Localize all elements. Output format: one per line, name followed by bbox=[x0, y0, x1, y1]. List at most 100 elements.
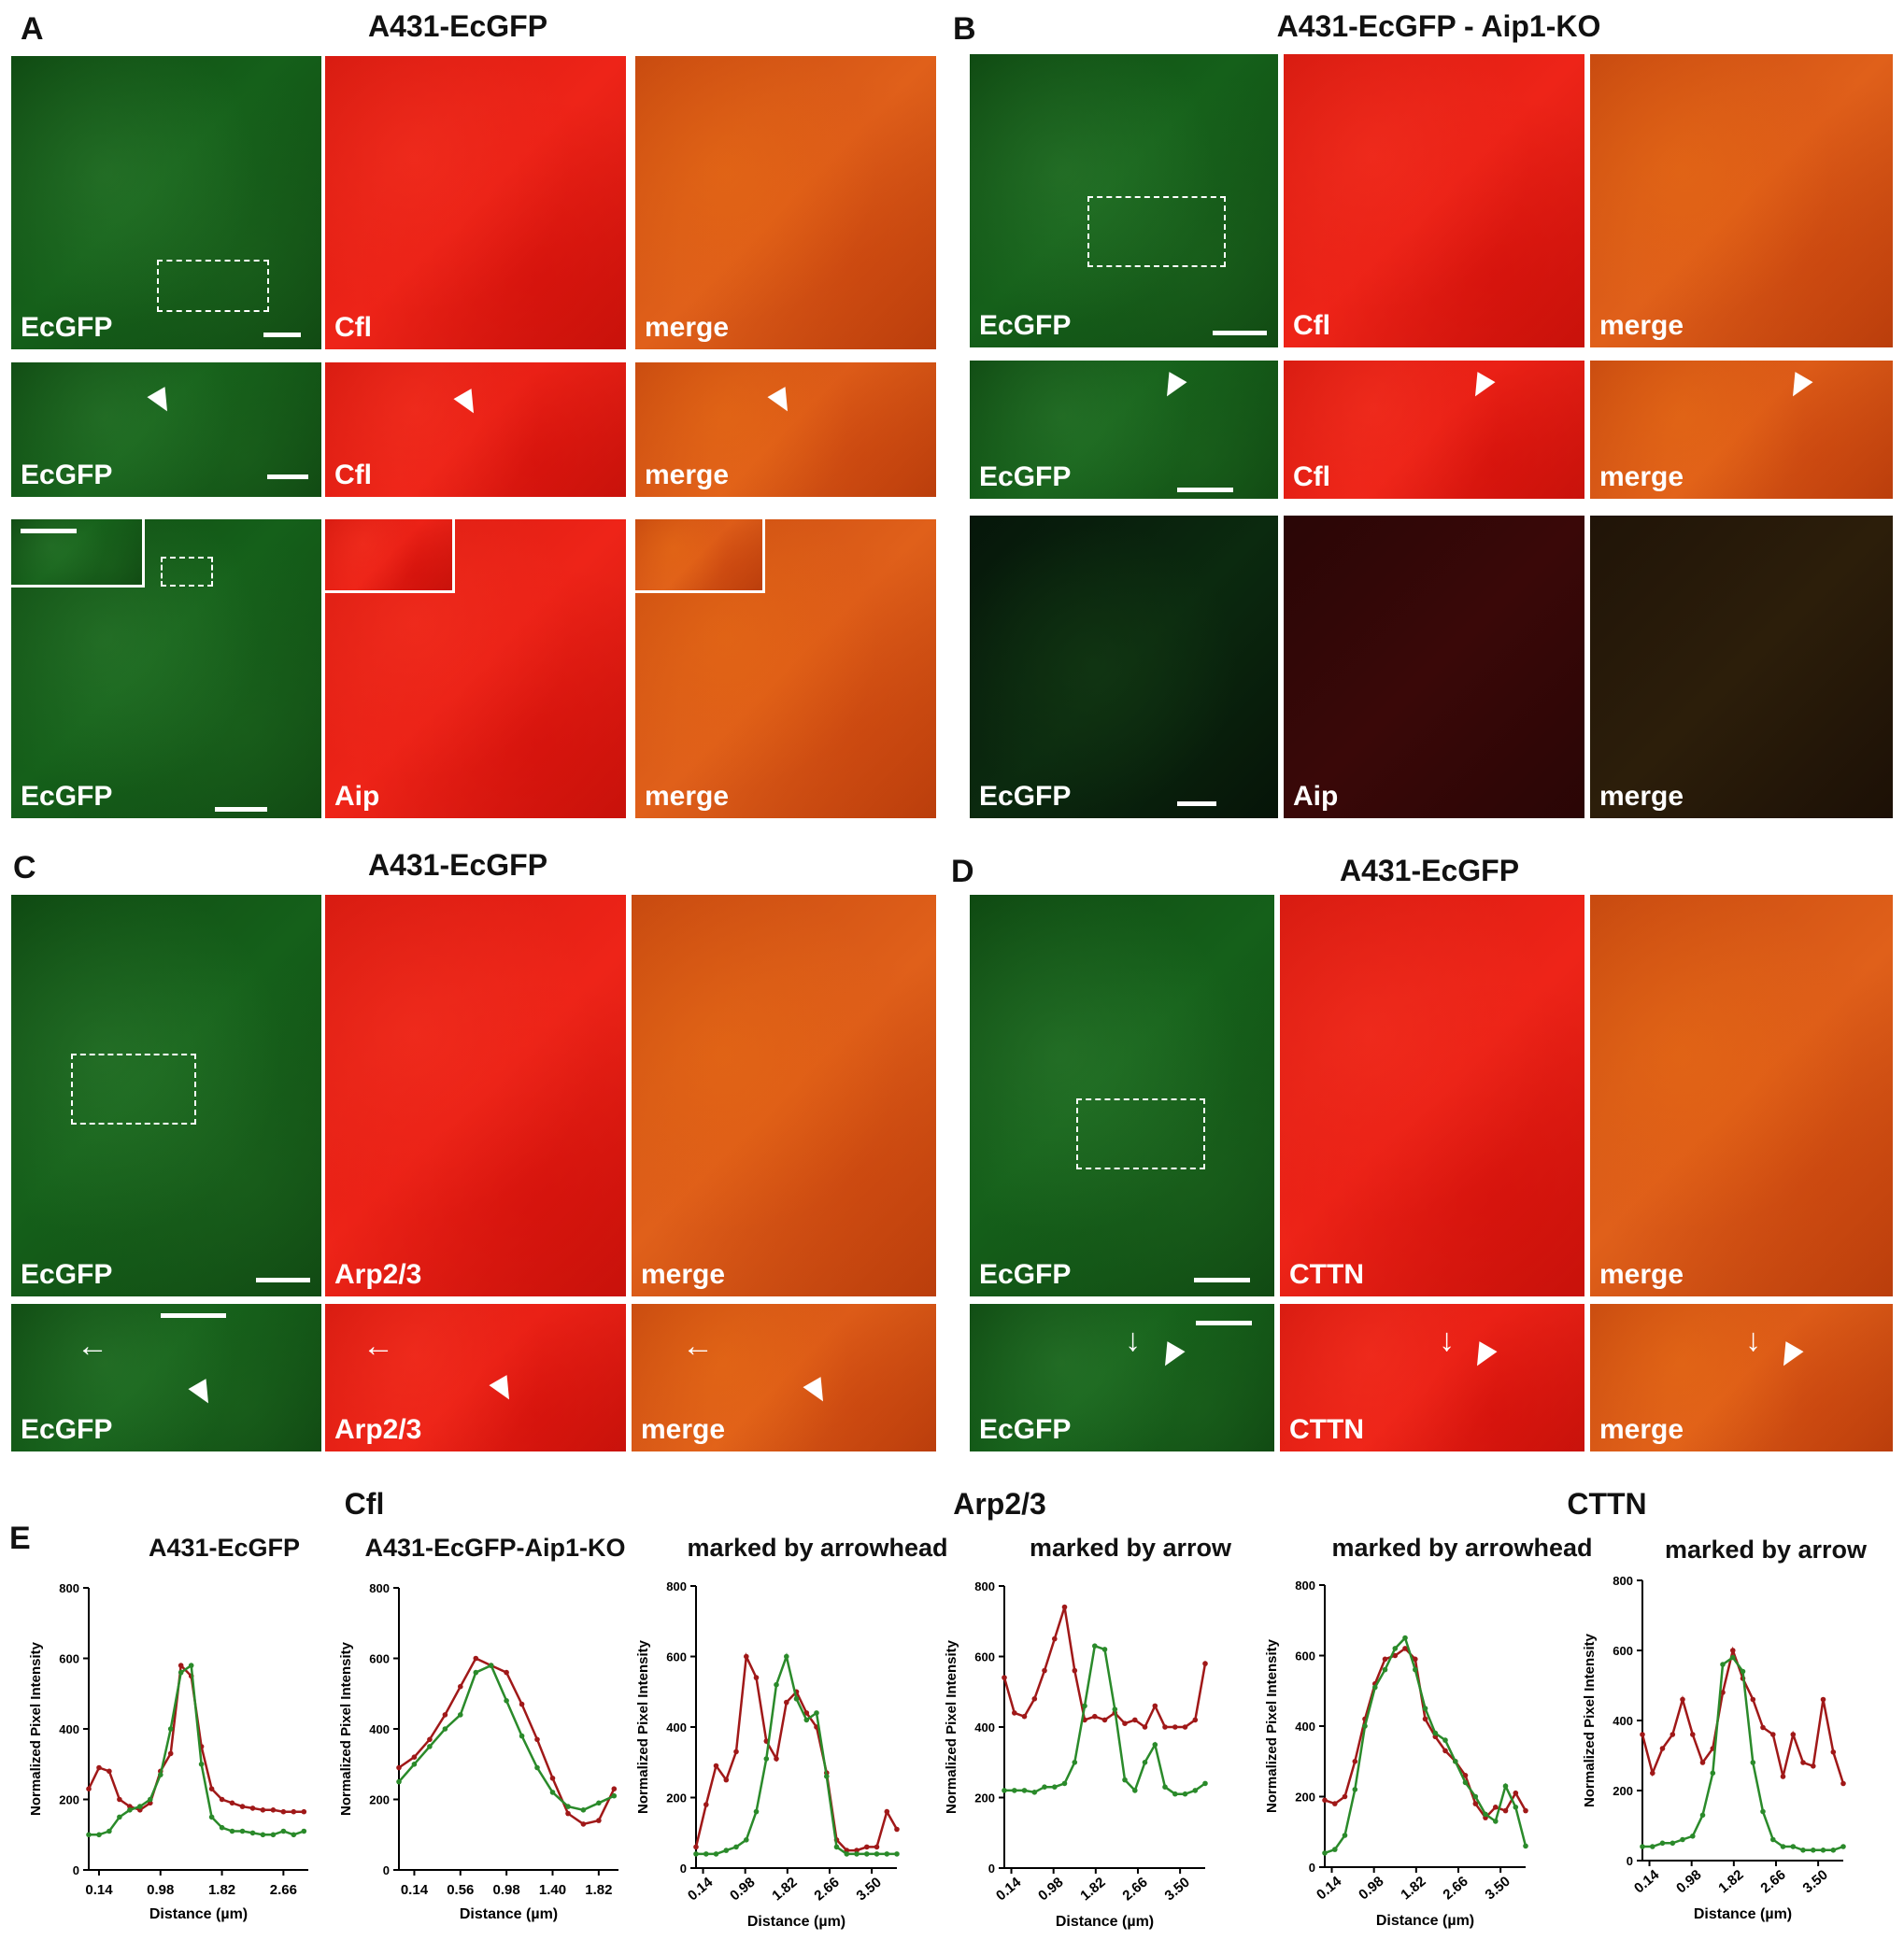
data-point bbox=[565, 1810, 571, 1817]
data-point bbox=[763, 1756, 770, 1762]
data-point bbox=[1483, 1811, 1488, 1818]
d-ecgfp-image: EcGFP bbox=[970, 895, 1274, 1296]
data-point bbox=[219, 1824, 225, 1831]
data-point bbox=[107, 1828, 112, 1834]
data-point bbox=[753, 1675, 760, 1680]
zoom-box bbox=[157, 260, 269, 312]
data-point bbox=[1122, 1720, 1128, 1726]
data-point bbox=[1800, 1848, 1806, 1853]
data-point bbox=[1830, 1848, 1837, 1853]
data-point bbox=[473, 1655, 479, 1662]
data-point bbox=[1101, 1717, 1108, 1723]
data-point bbox=[1092, 1643, 1098, 1649]
x-axis-label: Distance (µm) bbox=[1056, 1914, 1154, 1930]
data-point bbox=[1382, 1666, 1388, 1673]
c-arp-zoom-image: ← Arp2/3 bbox=[325, 1304, 626, 1451]
x-tick-label: 2.66 bbox=[811, 1875, 842, 1904]
data-point bbox=[1640, 1844, 1645, 1849]
a-cfl-zoom-image: Cfl bbox=[325, 362, 626, 497]
data-point bbox=[188, 1663, 194, 1668]
data-point bbox=[458, 1683, 463, 1690]
data-point bbox=[1513, 1805, 1519, 1810]
data-point bbox=[1493, 1805, 1499, 1810]
b-ecgfp-image: EcGFP bbox=[970, 54, 1278, 347]
data-point bbox=[96, 1764, 102, 1771]
series-line bbox=[696, 1652, 897, 1856]
b-merge-image: merge bbox=[1590, 54, 1893, 347]
x-tick-label: 0.98 bbox=[147, 1882, 174, 1898]
channel-label: EcGFP bbox=[979, 461, 1072, 492]
x-tick-label: 1.82 bbox=[1077, 1875, 1108, 1904]
data-point bbox=[744, 1837, 749, 1843]
data-point bbox=[1172, 1791, 1178, 1797]
y-tick-label: 200 bbox=[1295, 1791, 1315, 1805]
scale-bar bbox=[256, 1278, 310, 1282]
channel-label: Cfl bbox=[1293, 310, 1330, 341]
panel-letter-b: B bbox=[953, 11, 976, 47]
data-point bbox=[824, 1774, 830, 1779]
c-merge-zoom-image: ← merge bbox=[632, 1304, 936, 1451]
zoom-box bbox=[71, 1054, 196, 1125]
data-point bbox=[1072, 1667, 1078, 1674]
channel-label: merge bbox=[1599, 310, 1684, 341]
x-tick-label: 0.14 bbox=[401, 1882, 429, 1898]
arrowhead-marker bbox=[1468, 1341, 1498, 1371]
y-tick-label: 200 bbox=[666, 1791, 687, 1805]
y-axis-label: Normalized Pixel Intensity bbox=[944, 1639, 959, 1814]
data-point bbox=[1750, 1696, 1756, 1703]
data-point bbox=[1332, 1847, 1338, 1852]
line-plots: 0 200 400 600 800 0.14 0.98 1.82 2.66 Normalized … bbox=[28, 1574, 1846, 1930]
a-ecgfp-zoom-image: EcGFP bbox=[11, 362, 321, 497]
arrowhead-marker bbox=[489, 1375, 519, 1405]
x-tick-label: 0.98 bbox=[1673, 1867, 1704, 1897]
data-point bbox=[803, 1717, 810, 1723]
data-point bbox=[427, 1744, 433, 1749]
data-point bbox=[854, 1851, 860, 1857]
panel-letter-c: C bbox=[13, 850, 36, 885]
data-point bbox=[844, 1851, 850, 1857]
channel-label: merge bbox=[1599, 1259, 1684, 1290]
data-point bbox=[1770, 1836, 1776, 1843]
channel-label: EcGFP bbox=[21, 781, 113, 812]
data-point bbox=[1132, 1717, 1138, 1723]
channel-label: CTTN bbox=[1289, 1259, 1364, 1290]
data-point bbox=[208, 1786, 215, 1791]
channel-label: EcGFP bbox=[21, 460, 113, 490]
data-point bbox=[198, 1762, 205, 1767]
data-point bbox=[884, 1808, 890, 1815]
a-ecgfp-aip-image: EcGFP bbox=[11, 519, 321, 818]
plot-title: marked by arrow bbox=[1664, 1536, 1868, 1564]
data-point bbox=[270, 1807, 277, 1813]
group-header-cfl: Cfl bbox=[344, 1487, 385, 1521]
arrow-marker: ← bbox=[362, 1328, 394, 1364]
x-axis-label: Distance (µm) bbox=[149, 1906, 248, 1922]
data-point bbox=[291, 1832, 297, 1838]
data-point bbox=[458, 1712, 463, 1718]
arrowhead-marker bbox=[767, 387, 797, 417]
data-point bbox=[473, 1669, 479, 1676]
a-ecgfp-image: EcGFP bbox=[11, 56, 321, 349]
data-point bbox=[874, 1844, 880, 1850]
data-point bbox=[519, 1701, 525, 1707]
arrowhead-marker bbox=[1156, 1341, 1186, 1371]
channel-label: Cfl bbox=[334, 460, 372, 490]
data-point bbox=[549, 1776, 556, 1781]
data-point bbox=[1061, 1780, 1068, 1787]
data-point bbox=[611, 1792, 618, 1799]
d-merge-image: merge bbox=[1590, 895, 1893, 1296]
x-tick-label: 0.98 bbox=[1035, 1875, 1066, 1904]
data-point bbox=[1322, 1850, 1328, 1856]
channel-label: Cfl bbox=[1293, 461, 1330, 492]
zoom-box bbox=[1076, 1098, 1205, 1169]
channel-label: merge bbox=[641, 1259, 726, 1290]
data-point bbox=[1513, 1790, 1519, 1796]
x-tick-label: 0.14 bbox=[1314, 1873, 1345, 1903]
scale-bar bbox=[1177, 488, 1233, 492]
a-aip-merge-image: merge bbox=[635, 519, 936, 818]
data-point bbox=[1031, 1790, 1038, 1795]
data-point bbox=[723, 1848, 730, 1853]
data-point bbox=[1042, 1667, 1047, 1674]
data-point bbox=[1830, 1749, 1837, 1755]
data-point bbox=[1122, 1777, 1128, 1783]
channel-label: Aip bbox=[334, 781, 380, 812]
